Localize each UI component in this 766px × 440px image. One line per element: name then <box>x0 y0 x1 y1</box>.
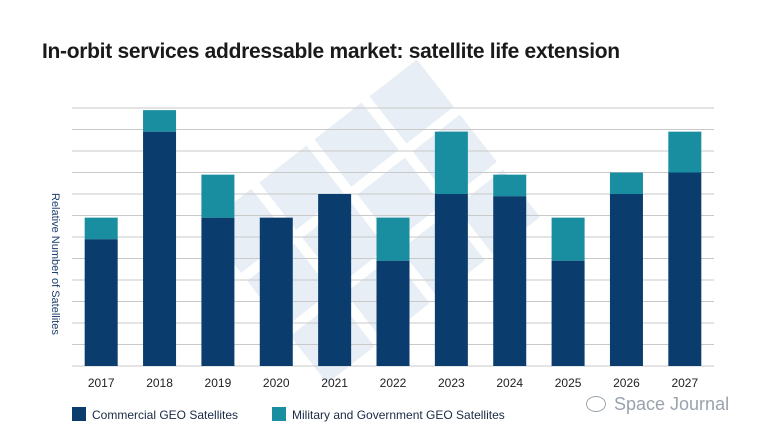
legend-item-military: Military and Government GEO Satellites <box>272 407 505 422</box>
x-tick-label: 2025 <box>555 376 582 390</box>
bar-military-2022 <box>376 217 410 261</box>
x-tick-label: 2026 <box>613 376 640 390</box>
bar-commercial-2024 <box>493 196 527 366</box>
chart-title: In-orbit services addressable market: sa… <box>42 40 620 63</box>
legend-swatch-commercial <box>72 407 86 421</box>
bar-commercial-2020 <box>259 217 293 366</box>
bar-military-2025 <box>551 217 585 261</box>
x-tick-labels: 2017 2018 2019 2020 2021 2022 2023 2024 2025 2026… <box>88 376 699 390</box>
x-tick-label: 2023 <box>438 376 465 390</box>
bar-military-2019 <box>201 174 235 218</box>
bar-military-2018 <box>143 110 177 132</box>
x-tick-label: 2017 <box>88 376 115 390</box>
x-tick-label: 2021 <box>321 376 348 390</box>
bar-commercial-2023 <box>434 194 468 366</box>
x-tick-label: 2018 <box>146 376 173 390</box>
x-tick-label: 2024 <box>496 376 523 390</box>
bar-commercial-2026 <box>609 194 643 366</box>
bar-commercial-2017 <box>84 239 118 366</box>
bar-military-2023 <box>434 131 468 194</box>
legend-label-military: Military and Government GEO Satellites <box>292 408 505 422</box>
watermark-text: Space Journal <box>614 394 730 414</box>
decorative-panel-cell <box>369 59 454 144</box>
chat-bubble-icon <box>586 396 606 412</box>
x-tick-label: 2020 <box>263 376 290 390</box>
bar-commercial-2019 <box>201 217 235 366</box>
bar-military-2024 <box>493 174 527 197</box>
bar-military-2017 <box>84 217 118 240</box>
bar-commercial-2025 <box>551 260 585 366</box>
legend-item-commercial: Commercial GEO Satellites <box>72 407 238 422</box>
x-tick-label: 2027 <box>671 376 698 390</box>
bar-series <box>84 110 702 366</box>
legend-label-commercial: Commercial GEO Satellites <box>92 408 239 422</box>
bar-military-2026 <box>609 172 643 194</box>
legend-swatch-military <box>272 407 286 421</box>
decorative-panel-cell <box>314 102 399 187</box>
bar-military-2027 <box>668 131 702 173</box>
x-tick-label: 2019 <box>205 376 232 390</box>
bar-commercial-2018 <box>143 131 177 366</box>
bar-commercial-2021 <box>318 194 352 366</box>
bar-commercial-2022 <box>376 260 410 366</box>
bar-commercial-2027 <box>668 172 702 366</box>
watermark: Space Journal <box>586 394 729 415</box>
x-tick-label: 2022 <box>380 376 407 390</box>
